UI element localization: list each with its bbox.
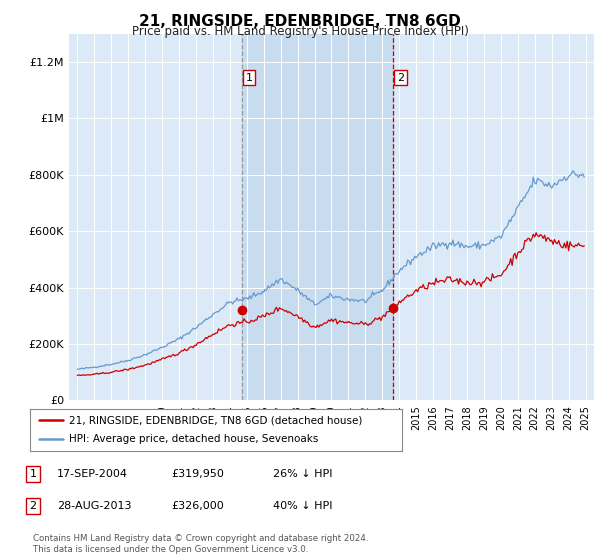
Text: 17-SEP-2004: 17-SEP-2004 bbox=[57, 469, 128, 479]
Text: Contains HM Land Registry data © Crown copyright and database right 2024.: Contains HM Land Registry data © Crown c… bbox=[33, 534, 368, 543]
Text: 1: 1 bbox=[245, 73, 253, 83]
Text: 28-AUG-2013: 28-AUG-2013 bbox=[57, 501, 131, 511]
Text: £326,000: £326,000 bbox=[171, 501, 224, 511]
Text: £319,950: £319,950 bbox=[171, 469, 224, 479]
Text: HPI: Average price, detached house, Sevenoaks: HPI: Average price, detached house, Seve… bbox=[69, 435, 319, 445]
Text: 2: 2 bbox=[29, 501, 37, 511]
Text: 26% ↓ HPI: 26% ↓ HPI bbox=[273, 469, 332, 479]
Text: 2: 2 bbox=[397, 73, 404, 83]
Text: 40% ↓ HPI: 40% ↓ HPI bbox=[273, 501, 332, 511]
Text: 21, RINGSIDE, EDENBRIDGE, TN8 6GD (detached house): 21, RINGSIDE, EDENBRIDGE, TN8 6GD (detac… bbox=[69, 415, 362, 425]
Text: This data is licensed under the Open Government Licence v3.0.: This data is licensed under the Open Gov… bbox=[33, 545, 308, 554]
Bar bbox=[242, 34, 394, 400]
Text: 1: 1 bbox=[29, 469, 37, 479]
Text: Price paid vs. HM Land Registry's House Price Index (HPI): Price paid vs. HM Land Registry's House … bbox=[131, 25, 469, 38]
Text: 21, RINGSIDE, EDENBRIDGE, TN8 6GD: 21, RINGSIDE, EDENBRIDGE, TN8 6GD bbox=[139, 14, 461, 29]
